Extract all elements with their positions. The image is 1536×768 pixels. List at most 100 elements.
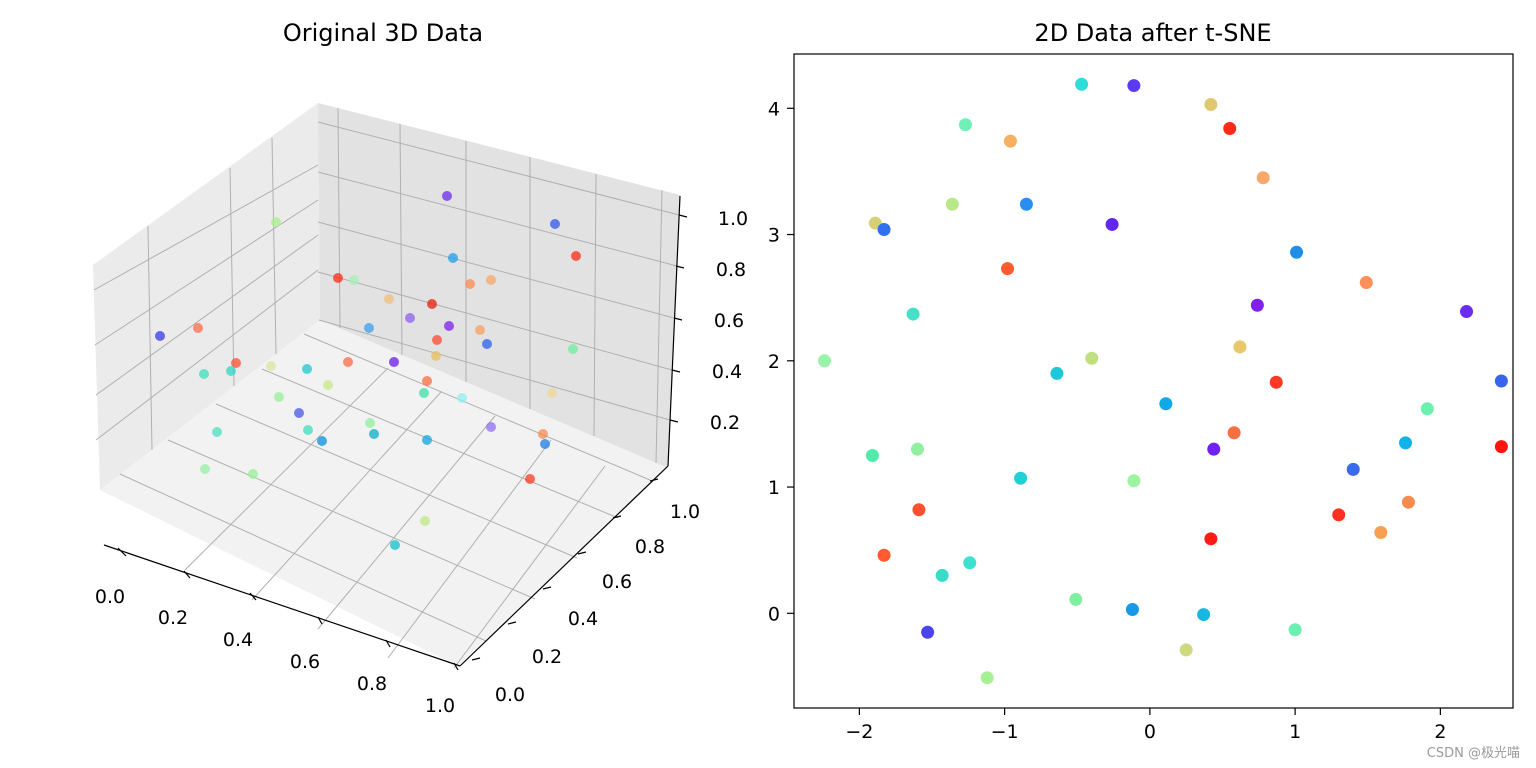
scatter-point xyxy=(963,556,977,570)
point-3d xyxy=(155,331,165,341)
x-tick-label: 0.6 xyxy=(290,651,320,673)
y-tick-label: 0 xyxy=(768,603,780,625)
y-tick-label: 1.0 xyxy=(670,501,700,523)
point-3d xyxy=(419,388,429,398)
chart-3d: Original 3D Data xyxy=(93,19,748,717)
point-3d xyxy=(422,376,432,386)
point-3d xyxy=(390,540,400,550)
scatter-point xyxy=(1085,351,1099,365)
point-3d xyxy=(365,418,375,428)
point-3d xyxy=(457,393,467,403)
point-3d xyxy=(465,279,475,289)
point-3d xyxy=(369,429,379,439)
point-3d xyxy=(349,275,359,285)
point-3d xyxy=(432,335,442,345)
z-tick-label: 0.2 xyxy=(710,412,740,434)
point-3d xyxy=(571,251,581,261)
axes-3d xyxy=(103,195,681,667)
scatter-point xyxy=(1346,462,1360,476)
point-3d xyxy=(420,516,430,526)
point-3d xyxy=(568,344,578,354)
point-3d xyxy=(248,469,258,479)
scatter-point xyxy=(1050,366,1064,380)
point-3d xyxy=(274,392,284,402)
scatter-point xyxy=(1374,526,1388,540)
scatter-point xyxy=(935,568,949,582)
back-wall-pane xyxy=(318,103,680,468)
scatter-point xyxy=(1401,495,1415,509)
y-tick-label: 1 xyxy=(768,477,780,499)
scatter-point xyxy=(877,222,891,236)
scatter-point xyxy=(921,625,935,639)
plot-area xyxy=(793,53,1514,709)
y-axis-2d: 0 1 2 3 4 xyxy=(768,98,794,625)
point-3d xyxy=(427,299,437,309)
point-3d xyxy=(538,429,548,439)
point-3d xyxy=(212,427,222,437)
point-3d xyxy=(475,325,485,335)
point-3d xyxy=(444,321,454,331)
scatter-point xyxy=(1001,262,1015,276)
scatter-point xyxy=(1003,134,1017,148)
scatter-point xyxy=(1332,508,1346,522)
point-3d xyxy=(226,366,236,376)
scatter-point xyxy=(1075,77,1089,91)
chart-2d: 2D Data after t-SNE −2 −1 0 1 2 0 1 2 3 4 xyxy=(768,19,1514,743)
watermark: CSDN @极光喵 xyxy=(1427,746,1520,761)
scatter-point xyxy=(1290,245,1304,259)
scatter-point xyxy=(865,448,879,462)
point-3d xyxy=(389,357,399,367)
scatter-point xyxy=(1494,440,1508,454)
x-axis-2d: −2 −1 0 1 2 xyxy=(845,708,1446,743)
x-axis-3d: 0.0 0.2 0.4 0.6 0.8 1.0 xyxy=(95,547,459,717)
scatter-point xyxy=(1105,217,1119,231)
point-3d xyxy=(431,351,441,361)
scatter-point xyxy=(1159,397,1173,411)
scatter-point xyxy=(980,671,994,685)
points-2d xyxy=(818,77,1508,685)
scatter-point xyxy=(1250,298,1264,312)
y-tick-label: 0.4 xyxy=(568,608,598,630)
scatter-point xyxy=(1179,643,1193,657)
point-3d xyxy=(271,217,281,227)
scatter-point xyxy=(1125,603,1139,617)
x-tick-label: −1 xyxy=(991,721,1019,743)
scatter-point xyxy=(945,197,959,211)
x-tick-label: 1 xyxy=(1289,721,1301,743)
scatter-point xyxy=(1399,436,1413,450)
scatter-point xyxy=(818,354,832,368)
y-tick-label: 0.8 xyxy=(635,536,665,558)
scatter-point xyxy=(958,118,972,132)
y-tick-label: 0.6 xyxy=(602,571,632,593)
scatter-point xyxy=(1204,532,1218,546)
point-3d xyxy=(193,323,203,333)
z-tick-label: 0.8 xyxy=(716,259,746,281)
scatter-point xyxy=(1127,474,1141,488)
y-tick-label: 3 xyxy=(768,225,780,247)
scatter-point xyxy=(877,548,891,562)
scatter-point xyxy=(1460,305,1474,319)
x-tick-label: 0.4 xyxy=(223,629,253,651)
point-3d xyxy=(231,358,241,368)
x-tick-label: 0.8 xyxy=(357,673,387,695)
point-3d xyxy=(486,422,496,432)
point-3d xyxy=(303,425,313,435)
grid-3d xyxy=(93,107,680,669)
chart-3d-title: Original 3D Data xyxy=(283,19,483,47)
point-3d xyxy=(525,474,535,484)
point-3d xyxy=(317,436,327,446)
point-3d xyxy=(547,388,557,398)
point-3d xyxy=(540,439,550,449)
scatter-point xyxy=(1256,171,1270,185)
scatter-point xyxy=(1359,276,1373,290)
z-tick-label: 0.6 xyxy=(714,310,744,332)
y-axis-3d: 0.0 0.2 0.4 0.6 0.8 1.0 xyxy=(471,478,700,706)
scatter-point xyxy=(1069,592,1083,606)
scatter-point xyxy=(1019,197,1033,211)
scatter-point xyxy=(1223,121,1237,135)
point-3d xyxy=(384,294,394,304)
point-3d xyxy=(482,339,492,349)
point-3d xyxy=(323,380,333,390)
point-3d xyxy=(364,323,374,333)
